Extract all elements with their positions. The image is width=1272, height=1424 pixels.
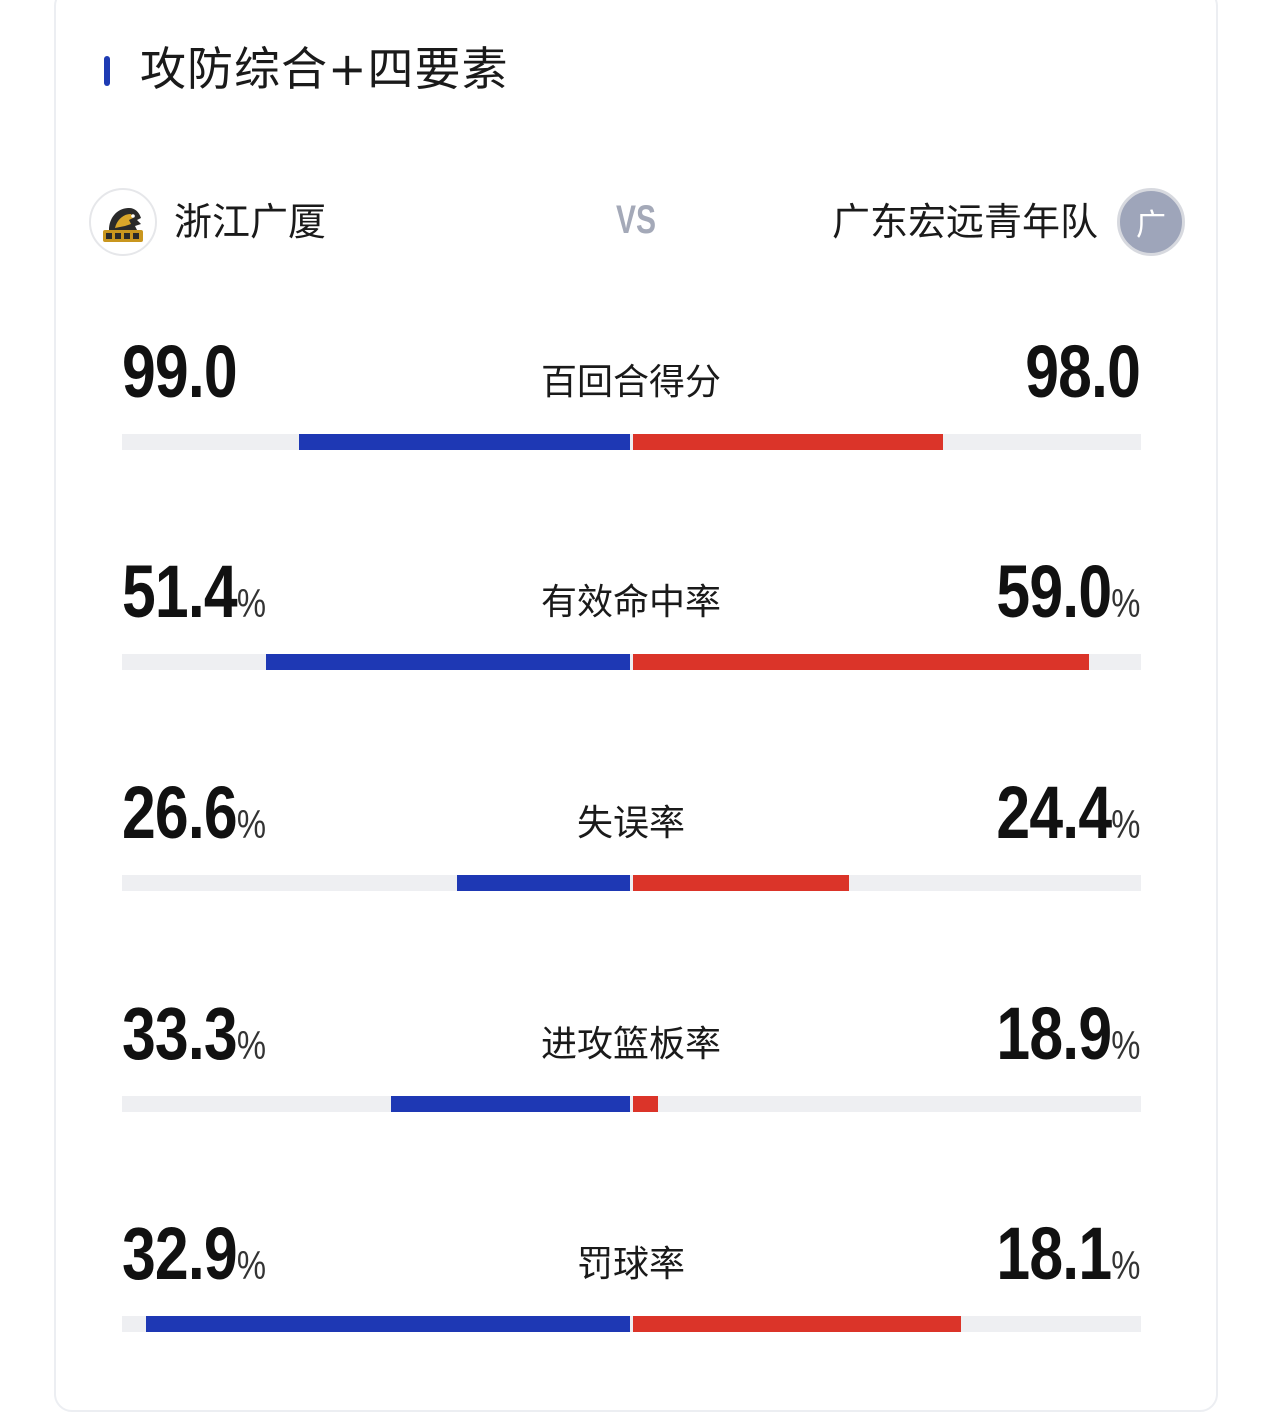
home-stat-bar [457, 875, 630, 891]
away-stat-value: 18.1% [996, 1212, 1141, 1295]
stat-label: 百回合得分 [540, 362, 721, 403]
section-marker [104, 56, 110, 86]
away-team-name[interactable]: 广东宏远青年队 [831, 200, 1098, 244]
stat-row-0: 99.0 百回合得分 98.0 [0, 310, 1272, 470]
away-stat-bar [633, 1096, 658, 1112]
home-stat-value: 26.6% [122, 771, 266, 854]
away-stat-bar [633, 1316, 961, 1332]
home-stat-bar [391, 1096, 630, 1112]
lion-logo-icon [103, 208, 143, 242]
away-stat-value: 18.9% [996, 992, 1141, 1075]
away-stat-value: 24.4% [996, 771, 1141, 854]
home-stat-bar [146, 1316, 630, 1332]
home-stat-bar [299, 434, 630, 450]
section-title: 攻防综合+四要素 [140, 42, 509, 96]
away-stat-bar [633, 654, 1089, 670]
home-team-name[interactable]: 浙江广厦 [174, 200, 327, 244]
vs-label: VS [615, 198, 657, 242]
stat-label: 进攻篮板率 [540, 1024, 721, 1065]
stat-row-4: 32.9% 罚球率 18.1% [0, 1192, 1272, 1352]
stat-label: 有效命中率 [540, 582, 721, 623]
stat-label: 罚球率 [576, 1244, 685, 1285]
home-stat-value: 33.3% [122, 992, 266, 1075]
stat-row-2: 26.6% 失误率 24.4% [0, 751, 1272, 911]
stat-track [122, 1096, 1141, 1112]
home-stat-value: 99.0 [122, 330, 238, 413]
away-team-logo[interactable]: 广 [1117, 188, 1185, 256]
away-stat-value: 59.0% [996, 550, 1141, 633]
home-stat-bar [266, 654, 630, 670]
stat-row-1: 51.4% 有效命中率 59.0% [0, 530, 1272, 690]
stat-label: 失误率 [576, 803, 685, 844]
away-stat-bar [633, 434, 943, 450]
away-stat-bar [633, 875, 849, 891]
stat-track [122, 434, 1141, 450]
stats-card [54, 0, 1218, 1412]
away-stat-value: 98.0 [1025, 330, 1141, 413]
stat-row-3: 33.3% 进攻篮板率 18.9% [0, 972, 1272, 1132]
stat-track [122, 875, 1141, 891]
home-stat-value: 51.4% [122, 550, 266, 633]
home-team-logo[interactable] [89, 188, 157, 256]
home-stat-value: 32.9% [122, 1212, 266, 1295]
